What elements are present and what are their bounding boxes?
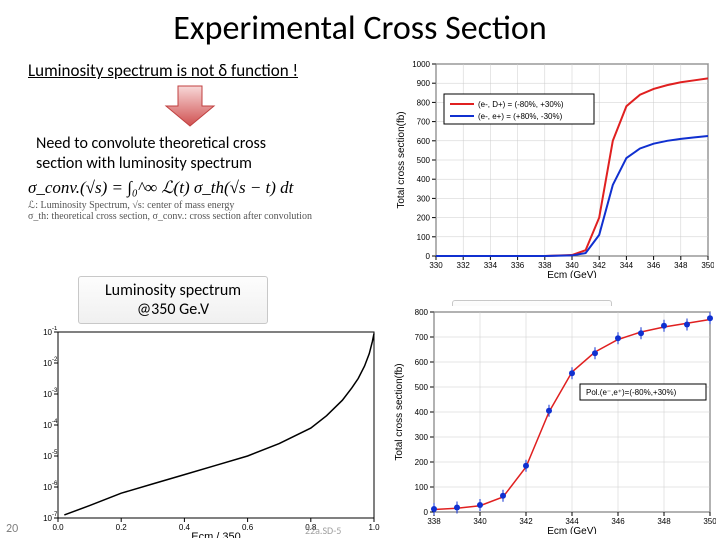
svg-text:342: 342	[519, 517, 533, 526]
footer-code: 22a.SD-5	[305, 524, 341, 537]
svg-text:344: 344	[565, 517, 579, 526]
convolution-note: Need to convolute theoretical cross sect…	[36, 134, 346, 174]
after-convolution-chart: 0 100 200 300 400 500 600 700 800 338 340 342 344 346…	[390, 306, 716, 534]
svg-text:600: 600	[417, 137, 431, 146]
down-arrow-icon	[160, 84, 220, 128]
svg-text:0: 0	[426, 252, 431, 261]
svg-text:300: 300	[417, 194, 431, 203]
svg-text:340: 340	[565, 261, 579, 270]
svg-text:334: 334	[484, 261, 498, 270]
svg-text:800: 800	[415, 308, 429, 317]
luminosity-spectrum-chart: 10-710-610-510-410-310-210-10.00.20.40.6…	[12, 326, 382, 538]
svg-text:342: 342	[593, 261, 607, 270]
svg-text:700: 700	[417, 118, 431, 127]
need-line1: Need to convolute theoretical cross	[36, 134, 266, 153]
lum-spec-l2: @350 Ge.V	[137, 300, 209, 319]
svg-text:100: 100	[415, 483, 429, 492]
svg-text:Ecm (GeV): Ecm (GeV)	[547, 270, 596, 278]
svg-text:350: 350	[703, 517, 716, 526]
svg-text:332: 332	[457, 261, 471, 270]
svg-text:Total cross section(fb): Total cross section(fb)	[396, 111, 407, 208]
svg-text:346: 346	[647, 261, 661, 270]
svg-text:348: 348	[657, 517, 671, 526]
svg-text:(e-, D+) = (-80%, +30%): (e-, D+) = (-80%, +30%)	[478, 100, 564, 109]
svg-text:600: 600	[415, 358, 429, 367]
svg-text:200: 200	[417, 214, 431, 223]
svg-text:400: 400	[415, 408, 429, 417]
svg-text:-7: -7	[52, 512, 58, 518]
svg-text:-4: -4	[52, 419, 58, 425]
svg-text:-5: -5	[52, 450, 58, 456]
formula-region: σ_conv.(√s) = ∫₀^∞ ℒ(t) σ_th(√s − t) dt …	[28, 178, 358, 222]
svg-text:-2: -2	[52, 357, 58, 363]
svg-text:400: 400	[417, 175, 431, 184]
svg-text:(e-, e+) = (+80%, -30%): (e-, e+) = (+80%, -30%)	[478, 112, 563, 121]
svg-text:1.0: 1.0	[368, 523, 380, 532]
svg-text:Ecm / 350: Ecm / 350	[191, 531, 241, 538]
luminosity-spectrum-label: Luminosity spectrum @350 Ge.V	[78, 276, 268, 324]
svg-text:0.0: 0.0	[52, 523, 64, 532]
svg-text:348: 348	[674, 261, 688, 270]
svg-text:800: 800	[417, 98, 431, 107]
formula-caption: ℒ: Luminosity Spectrum, √s: center of ma…	[28, 200, 358, 222]
svg-text:500: 500	[417, 156, 431, 165]
svg-text:900: 900	[417, 79, 431, 88]
svg-text:700: 700	[415, 333, 429, 342]
page-number: 20	[6, 522, 18, 536]
svg-text:0.6: 0.6	[242, 523, 254, 532]
lum-spec-l1: Luminosity spectrum	[105, 281, 241, 300]
svg-text:-1: -1	[52, 326, 58, 332]
svg-text:200: 200	[415, 458, 429, 467]
svg-text:344: 344	[620, 261, 634, 270]
need-line2: section with luminosity spectrum	[36, 154, 252, 173]
svg-text:346: 346	[611, 517, 625, 526]
luminosity-subtitle: Luminosity spectrum is not δ function !	[28, 60, 298, 81]
svg-text:1000: 1000	[412, 60, 430, 69]
svg-text:100: 100	[417, 233, 431, 242]
svg-text:Pol.(e⁻,e⁺)=(-80%,+30%): Pol.(e⁻,e⁺)=(-80%,+30%)	[586, 388, 677, 397]
page-title: Experimental Cross Section	[0, 0, 720, 49]
svg-text:300: 300	[415, 433, 429, 442]
svg-text:Ecm (GeV): Ecm (GeV)	[547, 526, 596, 534]
svg-text:-3: -3	[52, 388, 58, 394]
svg-text:338: 338	[538, 261, 552, 270]
convolution-formula: σ_conv.(√s) = ∫₀^∞ ℒ(t) σ_th(√s − t) dt	[28, 178, 358, 198]
svg-text:338: 338	[427, 517, 441, 526]
svg-text:0: 0	[424, 508, 429, 517]
svg-text:-6: -6	[52, 481, 58, 487]
svg-text:500: 500	[415, 383, 429, 392]
svg-text:0.2: 0.2	[116, 523, 128, 532]
svg-text:340: 340	[473, 517, 487, 526]
th-cross-section-chart: 0 100 200 300 400 500 600 700 800 900 1000 330 332 33…	[392, 56, 714, 278]
svg-text:0.4: 0.4	[179, 523, 191, 532]
svg-text:336: 336	[511, 261, 525, 270]
svg-text:330: 330	[429, 261, 443, 270]
svg-text:350: 350	[701, 261, 714, 270]
svg-text:Total cross section(fb): Total cross section(fb)	[394, 363, 405, 460]
